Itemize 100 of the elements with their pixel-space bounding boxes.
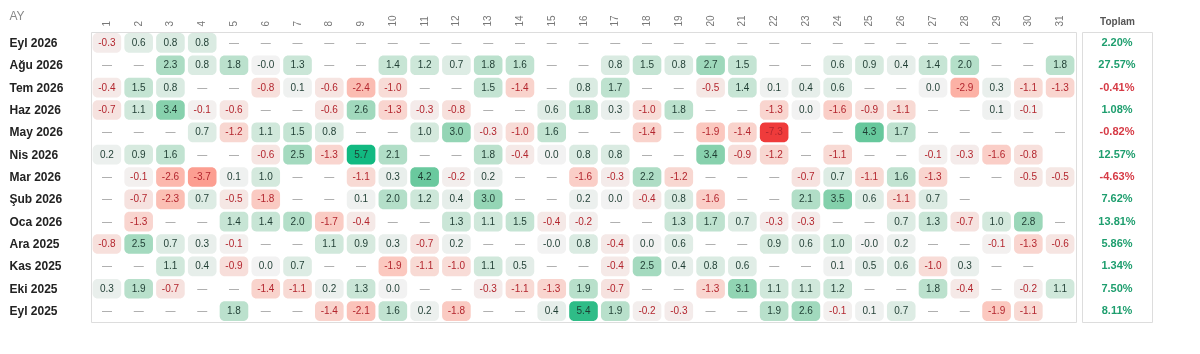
data-label: -0.8 xyxy=(447,103,466,115)
data-label: 1.9 xyxy=(608,305,623,317)
data-label: -0.7 xyxy=(161,282,180,294)
data-label: 0.9 xyxy=(131,148,147,160)
data-label: -1.2 xyxy=(765,148,784,160)
text: — xyxy=(928,103,939,115)
data-label: 0.8 xyxy=(671,193,687,205)
text: — xyxy=(546,193,557,205)
data-label: 1.2 xyxy=(417,59,433,71)
text: — xyxy=(101,305,112,317)
text: — xyxy=(419,81,430,93)
data-label: 2.6 xyxy=(798,305,814,317)
data-label: 0.8 xyxy=(576,238,591,250)
data-label: -0.3 xyxy=(606,171,625,182)
text: — xyxy=(610,126,621,138)
data-label: 0.8 xyxy=(195,36,210,48)
data-label: -1.0 xyxy=(511,126,529,138)
text: — xyxy=(991,126,1002,138)
data-label: 0.3 xyxy=(989,81,1004,93)
data-label: 2.5 xyxy=(290,148,305,160)
data-label: -1.0 xyxy=(447,260,466,272)
data-label: -0.6 xyxy=(225,103,244,115)
y2-tick-label: 13.81% xyxy=(1098,214,1136,227)
text: — xyxy=(737,171,748,182)
data-label: 3.4 xyxy=(703,148,718,160)
y2-tick-label: 5.86% xyxy=(1101,236,1133,249)
data-label: 0.8 xyxy=(163,81,178,93)
x-tick-label: 19 xyxy=(672,14,684,27)
data-label: -0.4 xyxy=(352,215,371,227)
text: — xyxy=(324,36,335,48)
data-label: -1.1 xyxy=(511,282,529,294)
data-label: -1.4 xyxy=(320,305,339,317)
data-label: -0.4 xyxy=(511,148,529,160)
text: — xyxy=(864,282,875,294)
text: — xyxy=(896,282,907,294)
data-label: -0.0 xyxy=(257,59,275,71)
data-label: 0.2 xyxy=(481,171,496,182)
data-label: -1.3 xyxy=(765,103,784,115)
y2-tick-label: -0.41% xyxy=(1099,80,1135,93)
x-tick-label: 22 xyxy=(768,14,780,27)
data-label: 1.9 xyxy=(576,282,591,294)
data-label: 1.8 xyxy=(227,59,242,71)
data-label: 1.4 xyxy=(926,59,941,71)
data-label: 0.2 xyxy=(894,238,909,250)
data-label: 0.1 xyxy=(227,171,242,182)
text: — xyxy=(673,282,684,294)
text: — xyxy=(1055,215,1066,227)
data-label: -0.5 xyxy=(225,193,244,205)
text: — xyxy=(197,215,208,227)
text: — xyxy=(769,171,780,182)
data-label: -1.7 xyxy=(320,215,339,227)
y-tick-label: Haz 2026 xyxy=(9,102,62,117)
data-label: -1.8 xyxy=(447,305,466,317)
text: — xyxy=(292,305,303,317)
data-label: -1.3 xyxy=(130,215,148,227)
data-label: -1.1 xyxy=(892,193,911,205)
text: — xyxy=(292,103,303,115)
data-label: -1.1 xyxy=(860,171,879,182)
data-label: 0.8 xyxy=(576,81,591,93)
data-label: -1.3 xyxy=(701,282,720,294)
text: — xyxy=(514,193,525,205)
data-label: 0.9 xyxy=(767,238,782,250)
data-label: -1.1 xyxy=(829,148,847,160)
text: — xyxy=(705,238,716,250)
x-tick-label: 23 xyxy=(799,14,811,27)
data-label: -0.3 xyxy=(416,103,434,115)
text: — xyxy=(419,148,430,160)
data-label: -1.6 xyxy=(574,171,593,182)
data-label: -1.8 xyxy=(257,193,275,205)
data-label: 0.0 xyxy=(640,238,655,250)
text: — xyxy=(800,260,811,272)
data-label: -1.3 xyxy=(320,148,339,160)
data-label: -1.1 xyxy=(416,260,434,272)
data-label: -1.4 xyxy=(511,81,529,93)
data-label: 0.4 xyxy=(544,305,560,317)
data-label: 0.8 xyxy=(163,36,178,48)
data-label: -0.5 xyxy=(1051,171,1070,182)
data-label: 1.9 xyxy=(131,282,147,294)
data-label: -1.6 xyxy=(701,193,720,205)
text: — xyxy=(101,260,112,272)
data-label: 1.1 xyxy=(481,215,496,227)
data-label: 0.1 xyxy=(830,260,846,272)
data-label: 0.6 xyxy=(830,59,846,71)
data-label: -0.8 xyxy=(257,81,275,93)
data-label: -0.7 xyxy=(98,103,116,115)
data-label: 1.0 xyxy=(989,215,1004,227)
text: — xyxy=(451,282,462,294)
text: — xyxy=(197,81,208,93)
data-label: -1.1 xyxy=(288,282,307,294)
text: — xyxy=(864,81,875,93)
data-label: 0.7 xyxy=(830,171,846,182)
data-label: 1.4 xyxy=(385,59,401,71)
data-label: 3.1 xyxy=(735,282,750,294)
data-label: 2.1 xyxy=(798,193,814,205)
y2-axis-title: Toplam xyxy=(1100,15,1136,27)
text: — xyxy=(292,171,303,182)
data-label: 0.6 xyxy=(862,193,877,205)
text: — xyxy=(292,193,303,205)
data-label: -0.7 xyxy=(130,193,148,205)
text: — xyxy=(324,59,335,71)
